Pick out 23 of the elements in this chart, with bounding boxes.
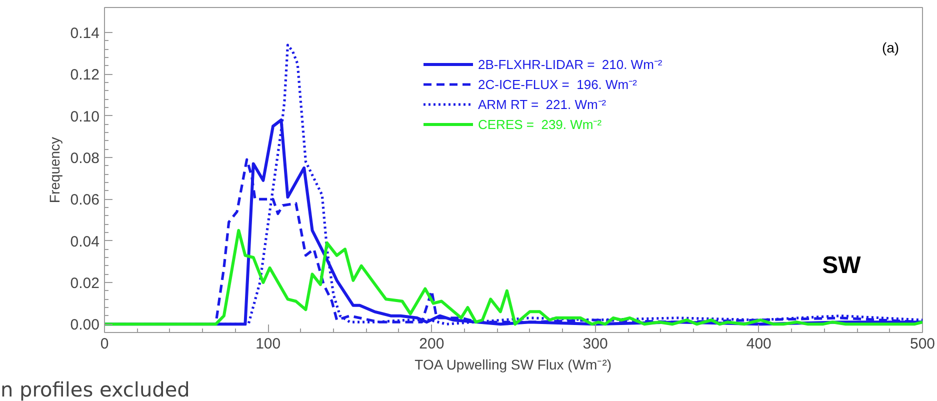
annotation: (a) <box>882 40 900 56</box>
x-tick-label: 400 <box>746 336 772 352</box>
x-tick-label: 100 <box>256 336 281 352</box>
y-tick-label: 0.04 <box>70 233 100 250</box>
y-tick-label: 0.06 <box>70 192 100 209</box>
y-tick-label: 0.02 <box>70 275 100 292</box>
annotation: SW <box>822 252 862 279</box>
x-tick-label: 200 <box>419 336 444 352</box>
legend-label: CERES = 239. Wm⁻² <box>478 116 602 134</box>
y-tick-label: 0.08 <box>70 150 100 167</box>
y-tick-label: 0.10 <box>70 108 100 126</box>
y-tick-label: 0.12 <box>70 66 100 84</box>
legend-label: 2C-ICE-FLUX = 196. Wm⁻² <box>478 76 637 94</box>
y-axis-title: Frequency <box>46 136 62 204</box>
x-tick-label: 500 <box>910 336 936 352</box>
legend-label: ARM RT = 221. Wm⁻² <box>478 96 606 114</box>
y-tick-label: 0.00 <box>70 316 100 334</box>
x-axis-title: TOA Upwelling SW Flux (Wm⁻²) <box>414 356 612 372</box>
x-tick-label: 300 <box>582 336 608 352</box>
y-tick-label: 0.14 <box>70 25 100 42</box>
x-tick-label: 0 <box>100 336 109 352</box>
text: n profiles excluded <box>0 378 190 401</box>
legend-label: 2B-FLXHR-LIDAR = 210. Wm⁻² <box>478 56 662 74</box>
